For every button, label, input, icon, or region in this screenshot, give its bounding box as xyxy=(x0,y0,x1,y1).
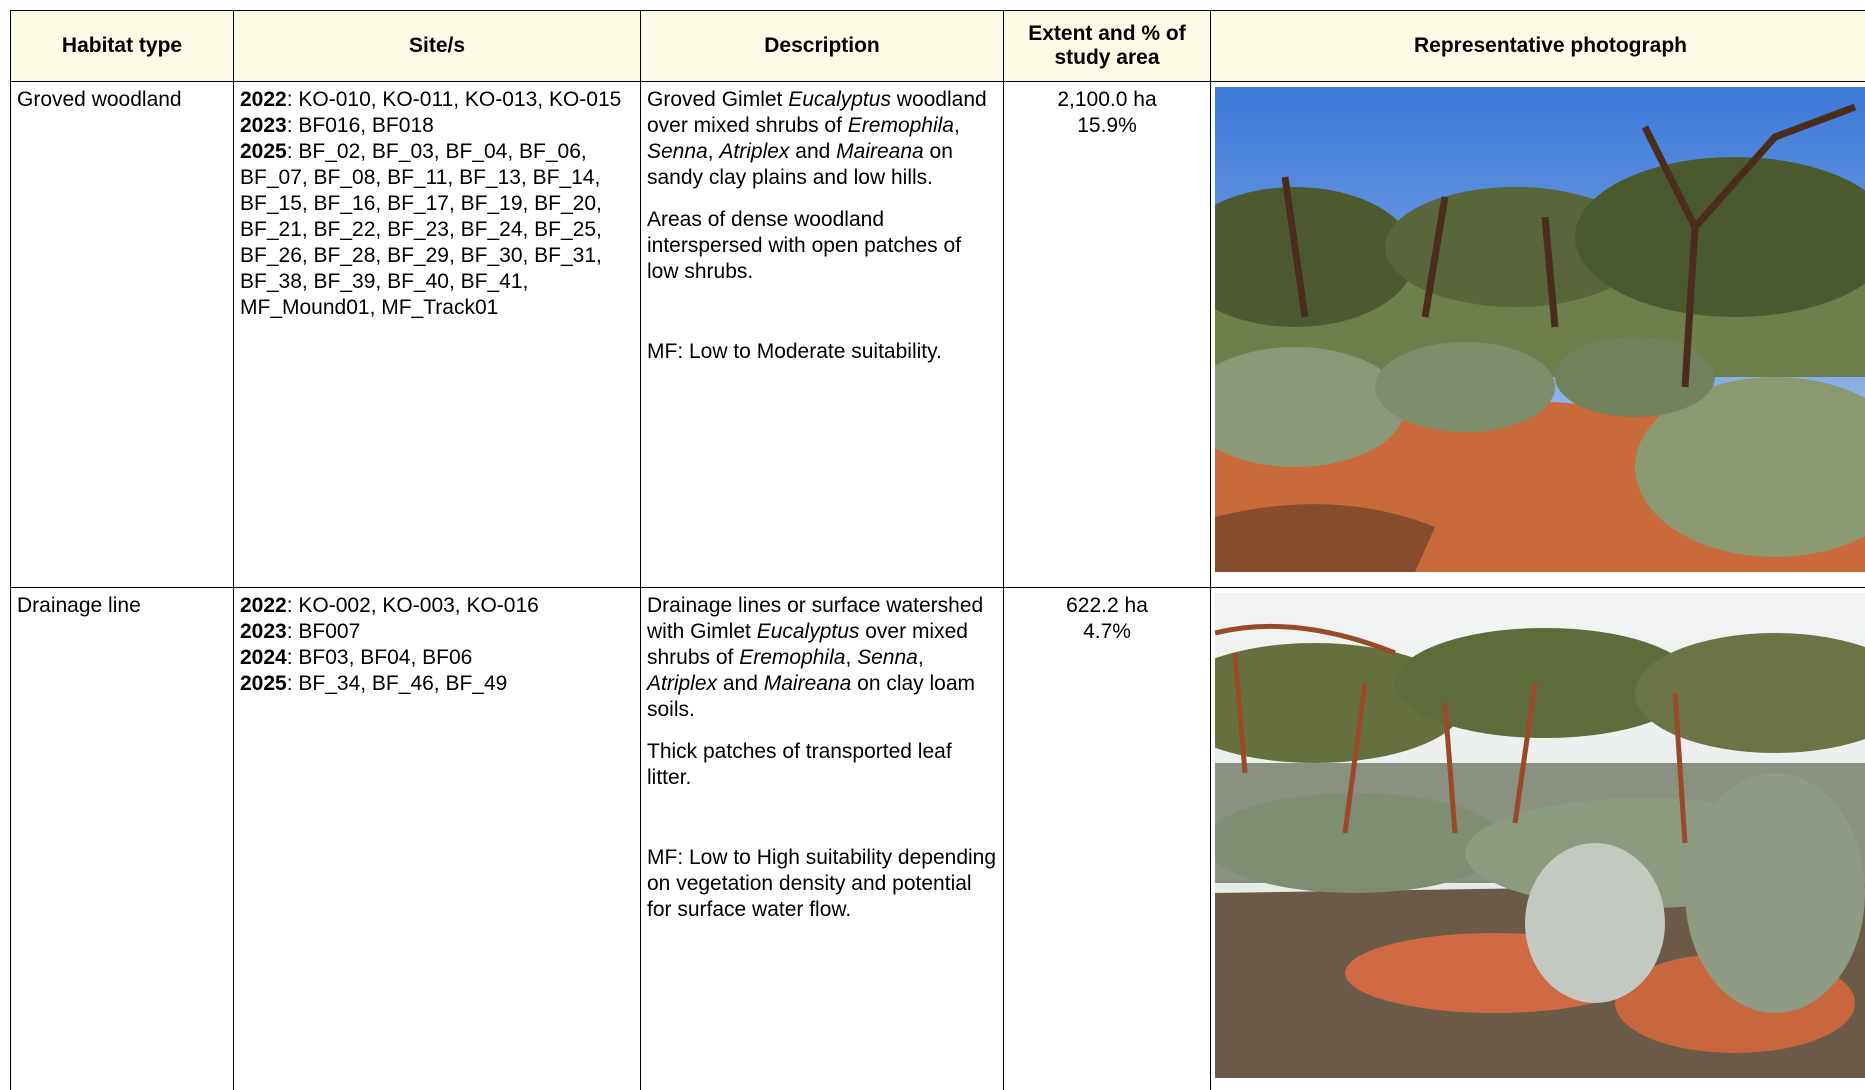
description-text: Eucalyptus xyxy=(757,620,860,643)
column-header: Habitat type xyxy=(11,11,234,82)
description-text: Groved Gimlet xyxy=(647,88,788,111)
description-text: , xyxy=(954,114,960,137)
site-year: 2023 xyxy=(240,114,287,137)
description-cell: Groved Gimlet Eucalyptus woodland over m… xyxy=(641,82,1004,588)
site-line: 2025: BF_34, BF_46, BF_49 xyxy=(240,671,634,697)
site-year: 2025 xyxy=(240,672,287,695)
description-text: Maireana xyxy=(836,140,924,163)
site-line: 2023: BF016, BF018 xyxy=(240,113,634,139)
description-paragraph: Groved Gimlet Eucalyptus woodland over m… xyxy=(647,87,997,191)
header-row: Habitat typeSite/sDescriptionExtent and … xyxy=(11,11,1865,82)
description-text: and xyxy=(717,672,764,695)
habitat-type: Groved woodland xyxy=(11,82,234,588)
description-cell: Drainage lines or surface watershed with… xyxy=(641,588,1004,1090)
photo-shape xyxy=(1525,843,1665,1003)
description-text: Maireana xyxy=(764,672,852,695)
site-year: 2025 xyxy=(240,140,287,163)
column-header: Description xyxy=(641,11,1004,82)
description-text: Atriplex xyxy=(647,672,717,695)
site-list: : BF_34, BF_46, BF_49 xyxy=(287,672,508,695)
site-list: : BF016, BF018 xyxy=(287,114,434,137)
site-line: 2022: KO-010, KO-011, KO-013, KO-015 xyxy=(240,87,634,113)
site-list: : BF_02, BF_03, BF_04, BF_06, BF_07, BF_… xyxy=(240,140,602,319)
description-text: , xyxy=(918,646,924,669)
site-list: : BF03, BF04, BF06 xyxy=(287,646,473,669)
description-paragraph: Drainage lines or surface watershed with… xyxy=(647,593,997,723)
representative-photo xyxy=(1215,593,1865,1078)
column-header: Representative photograph xyxy=(1211,11,1865,82)
description-text: MF: Low to Moderate suitability. xyxy=(647,340,942,363)
description-text: Eremophila xyxy=(848,114,954,137)
description-text: and xyxy=(789,140,836,163)
site-year: 2024 xyxy=(240,646,287,669)
description-paragraph: Areas of dense woodland interspersed wit… xyxy=(647,207,997,285)
description-paragraph: MF: Low to High suitability depending on… xyxy=(647,845,997,923)
site-list: : KO-002, KO-003, KO-016 xyxy=(287,594,539,617)
description-text: Areas of dense woodland interspersed wit… xyxy=(647,208,961,283)
representative-photo xyxy=(1215,87,1865,572)
description-paragraph: MF: Low to Moderate suitability. xyxy=(647,339,997,365)
description-text: Atriplex xyxy=(719,140,789,163)
description-text: Eucalyptus xyxy=(788,88,891,111)
photo-cell xyxy=(1211,82,1865,588)
extent-value: 2,100.0 ha xyxy=(1010,87,1204,113)
photo-shape xyxy=(1685,773,1865,1013)
site-list: : KO-010, KO-011, KO-013, KO-015 xyxy=(287,88,622,111)
extent-value: 622.2 ha xyxy=(1010,593,1204,619)
photo-shape xyxy=(1215,793,1505,893)
description-paragraph: Thick patches of transported leaf litter… xyxy=(647,739,997,791)
description-text: , xyxy=(708,140,720,163)
site-year: 2023 xyxy=(240,620,287,643)
site-line: 2024: BF03, BF04, BF06 xyxy=(240,645,634,671)
column-header: Extent and % of study area xyxy=(1004,11,1211,82)
extent-value: 15.9% xyxy=(1010,113,1204,139)
description-text: Eremophila xyxy=(739,646,845,669)
description-text: Senna xyxy=(647,140,708,163)
description-text: , xyxy=(845,646,857,669)
site-year: 2022 xyxy=(240,88,287,111)
site-line: 2022: KO-002, KO-003, KO-016 xyxy=(240,593,634,619)
site-line: 2023: BF007 xyxy=(240,619,634,645)
site-line: 2025: BF_02, BF_03, BF_04, BF_06, BF_07,… xyxy=(240,139,634,321)
description-text: Senna xyxy=(857,646,918,669)
photo-shape xyxy=(1375,342,1555,432)
extent-value: 4.7% xyxy=(1010,619,1204,645)
photo-shape xyxy=(1555,337,1715,417)
site-list: : BF007 xyxy=(287,620,361,643)
description-text: MF: Low to High suitability depending on… xyxy=(647,846,996,921)
description-text: Thick patches of transported leaf litter… xyxy=(647,740,952,789)
photo-cell xyxy=(1211,588,1865,1090)
site-year: 2022 xyxy=(240,594,287,617)
habitat-type: Drainage line xyxy=(11,588,234,1090)
column-header: Site/s xyxy=(234,11,641,82)
